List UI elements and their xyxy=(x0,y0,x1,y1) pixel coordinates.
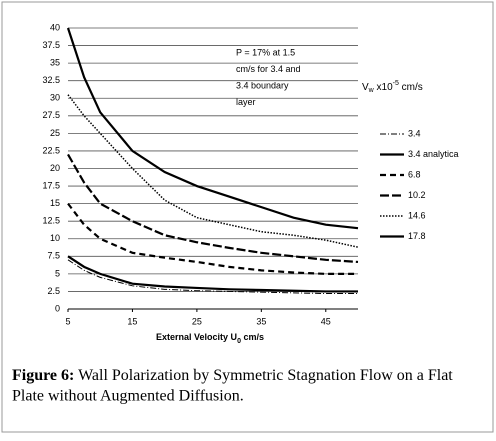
x-tick-label: 35 xyxy=(256,316,266,326)
y-tick-label: 22.5 xyxy=(42,145,60,155)
series-line xyxy=(67,153,359,264)
legend-label: 3.4 analytica xyxy=(408,149,459,159)
y-label-tail: cm/s xyxy=(399,82,423,93)
y-tick-label: 27.5 xyxy=(42,110,60,120)
y-tick-label: 12.5 xyxy=(42,216,60,226)
y-tick-label: 30 xyxy=(50,93,60,103)
figure-border xyxy=(1,1,494,433)
annotation: layer xyxy=(236,97,256,107)
x-tick-label: 25 xyxy=(192,316,202,326)
y-label-main: V xyxy=(362,82,369,93)
series-line xyxy=(67,259,358,295)
y-axis-label: Vw x10-5 cm/s xyxy=(362,80,423,94)
y-tick-label: 35 xyxy=(50,58,60,68)
caption-label: Figure 6: xyxy=(12,367,74,384)
y-tick-label: 10 xyxy=(50,233,60,243)
y-tick-label: 25 xyxy=(50,128,60,138)
series-line xyxy=(67,202,358,275)
x-label-sub: 0 xyxy=(237,338,241,345)
legend-label: 6.8 xyxy=(408,169,421,179)
caption-line2: Plate without Augmented Diffusion. xyxy=(12,388,244,405)
y-tick-label: 5 xyxy=(55,268,60,278)
y-tick-label: 40 xyxy=(50,22,60,32)
caption-text: Wall Polarization by Symmetric Stagnatio… xyxy=(74,367,453,384)
y-tick-label: 20 xyxy=(50,163,60,173)
series-line xyxy=(66,27,359,230)
x-tick-label: 5 xyxy=(65,316,70,326)
caption-line1: Figure 6: Wall Polarization by Symmetric… xyxy=(12,367,453,384)
y-tick-label: 17.5 xyxy=(42,180,60,190)
y-tick-label: 32.5 xyxy=(42,75,60,85)
legend-label: 3.4 xyxy=(408,128,421,138)
y-label-sub: w xyxy=(368,87,375,94)
legend-label: 10.2 xyxy=(408,190,426,200)
x-tick-label: 45 xyxy=(321,316,331,326)
y-tick-label: 0 xyxy=(55,303,60,313)
series-line xyxy=(67,255,358,293)
y-tick-label: 7.5 xyxy=(47,251,60,261)
x-label-tail: cm/s xyxy=(241,332,264,342)
annotation: cm/s for 3.4 and xyxy=(236,64,301,74)
x-tick-label: 15 xyxy=(127,316,137,326)
y-tick-label: 2.5 xyxy=(47,286,60,296)
y-tick-label: 15 xyxy=(50,198,60,208)
annotation: 3.4 boundary xyxy=(236,80,289,90)
y-tick-label: 37.5 xyxy=(42,40,60,50)
y-label-mid: x10 xyxy=(374,82,393,93)
x-axis-label: External Velocity U0 cm/s xyxy=(156,332,264,344)
legend-label: 14.6 xyxy=(408,210,426,220)
y-label-sup: -5 xyxy=(393,80,399,87)
x-label-main: External Velocity U xyxy=(156,332,237,342)
legend-label: 17.8 xyxy=(408,231,426,241)
series-line xyxy=(67,94,359,248)
annotation: P = 17% at 1.5 xyxy=(236,47,295,57)
